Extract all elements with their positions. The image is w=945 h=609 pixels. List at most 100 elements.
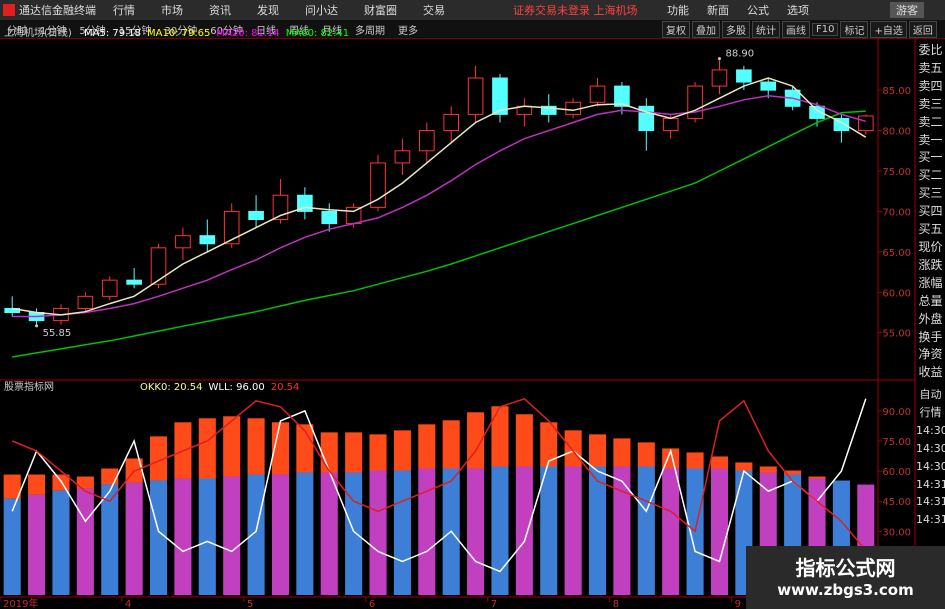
- menu-item[interactable]: 交易: [423, 4, 445, 17]
- tool-button[interactable]: +自选: [870, 20, 907, 38]
- candle-body: [589, 85, 606, 103]
- indicator-bar: [467, 412, 485, 469]
- candle-body: [857, 115, 874, 132]
- indicator-bar: [320, 432, 338, 473]
- indicator-bar: [710, 456, 729, 469]
- candle-body: [565, 101, 581, 115]
- watermark-url: www.zbgs3.com: [777, 581, 914, 599]
- tool-button[interactable]: F10: [812, 22, 839, 36]
- indicator-bar: [101, 468, 119, 485]
- period-button[interactable]: 日线: [255, 25, 276, 37]
- tool-button[interactable]: 画线: [782, 20, 810, 38]
- quote-fields: 委比 卖五 卖四 卖三 卖二 卖一 买一 买二 买三 买四 买五 现价 涨跌 涨幅 总量 外盘 换手 净资 收益: [916, 42, 945, 382]
- logo: [3, 4, 15, 16]
- candle-body: [223, 210, 240, 245]
- candle-body: [614, 85, 630, 107]
- candle-body: [53, 307, 69, 322]
- indicator-bar: [393, 430, 411, 471]
- side-item: 自动: [919, 388, 942, 401]
- indicator-bar: [564, 430, 582, 467]
- indicator-bar: [345, 432, 363, 473]
- period-button[interactable]: 5分钟: [79, 25, 106, 37]
- quote-field: 买二: [918, 168, 943, 183]
- period-button[interactable]: 30分钟: [164, 25, 198, 37]
- candle-body: [516, 105, 533, 115]
- indicator-bar: [784, 470, 802, 475]
- indicator-bar: [588, 434, 607, 467]
- period-button[interactable]: 多周期: [354, 25, 385, 37]
- panel-title: 股票指标网: [4, 380, 54, 393]
- quote-field: 买五: [918, 222, 943, 237]
- indicator-bar: [613, 438, 631, 467]
- quote-field: 卖四: [918, 78, 943, 93]
- user[interactable]: 游客: [890, 2, 924, 18]
- indicator-bar: [271, 422, 290, 475]
- indicator-bar: [52, 490, 70, 595]
- tool-button[interactable]: 统计: [752, 20, 780, 38]
- menu-item[interactable]: 发现: [257, 4, 279, 17]
- top-button[interactable]: 新面: [707, 4, 729, 17]
- series-line: [11, 398, 867, 573]
- side-item: 行情: [919, 405, 942, 419]
- indicator-bar: [198, 478, 216, 595]
- candle-body: [662, 117, 679, 132]
- side-item: 14:31: [916, 513, 945, 527]
- period-button[interactable]: 周线: [288, 25, 309, 37]
- period-button[interactable]: 更多: [397, 25, 418, 37]
- menu-item[interactable]: 市场: [161, 4, 183, 17]
- candle-body: [4, 307, 21, 314]
- top-button[interactable]: 功能: [667, 4, 689, 17]
- indicator-bar: [369, 434, 387, 471]
- indicator-bar: [28, 494, 46, 595]
- brand: 通达信金融终端: [3, 0, 96, 20]
- quote-field: 外盘: [918, 311, 943, 326]
- indicator-bar: [686, 468, 704, 595]
- menu-item[interactable]: 问小达: [305, 4, 338, 17]
- quote-field: 卖三: [918, 96, 943, 111]
- x-tick-label: 7: [491, 599, 497, 609]
- tool-button[interactable]: 标记: [840, 20, 869, 38]
- period-button[interactable]: 分时: [7, 25, 27, 37]
- indicator-bar: [613, 466, 631, 595]
- period-button[interactable]: 15分钟: [118, 25, 152, 37]
- indicator-bar: [686, 452, 704, 469]
- candle-body: [101, 279, 118, 297]
- series-line: [12, 110, 866, 358]
- time-list: 自动 行情 14:30 14:30 14:30 14:31 14:31 14:31: [916, 386, 945, 529]
- period-button[interactable]: 60分钟: [210, 25, 243, 37]
- period-button[interactable]: 月线: [321, 25, 342, 37]
- y-tick-label: 45.00: [882, 497, 911, 508]
- candle-body: [809, 105, 825, 119]
- indicator-bar: [540, 422, 558, 467]
- tool-button[interactable]: 返回: [908, 20, 937, 38]
- indicator-bar: [125, 482, 143, 595]
- indicator-bar: [247, 474, 265, 595]
- quote-field: 买一: [918, 150, 943, 165]
- tool-button[interactable]: 叠加: [692, 20, 720, 38]
- quote-field: 卖五: [918, 60, 943, 75]
- candle-body: [345, 206, 362, 225]
- annotation: 55.85: [43, 328, 72, 339]
- toolbar: 分时 1分钟 5分钟 15分钟 30分钟 60分钟 日线 周线 月线 多周期 更多 复权 叠加 多股 统计…: [0, 20, 945, 39]
- quote-field: 卖一: [918, 132, 943, 147]
- y-tick-label: 75.00: [882, 167, 911, 178]
- top-button[interactable]: 公式: [747, 4, 769, 17]
- y-tick-label: 90.00: [882, 407, 911, 418]
- indicator-bar: [271, 474, 290, 595]
- menu-item[interactable]: 行情: [113, 4, 135, 17]
- indicator-bar: [76, 488, 94, 595]
- menu-item[interactable]: 资讯: [209, 4, 231, 17]
- candle-body: [272, 194, 289, 221]
- tool-button[interactable]: 复权: [662, 20, 690, 38]
- y-tick-label: 55.00: [882, 329, 911, 340]
- top-button[interactable]: 选项: [787, 4, 809, 17]
- candle-body: [443, 113, 460, 132]
- tool-button[interactable]: 多股: [722, 20, 750, 38]
- indicator-bar: [662, 448, 680, 469]
- period-button[interactable]: 1分钟: [40, 25, 67, 37]
- x-tick-label: 2019年: [3, 597, 38, 609]
- legend-item: OKK0: 20.54: [140, 382, 203, 393]
- menu-item[interactable]: 财富圈: [364, 4, 397, 17]
